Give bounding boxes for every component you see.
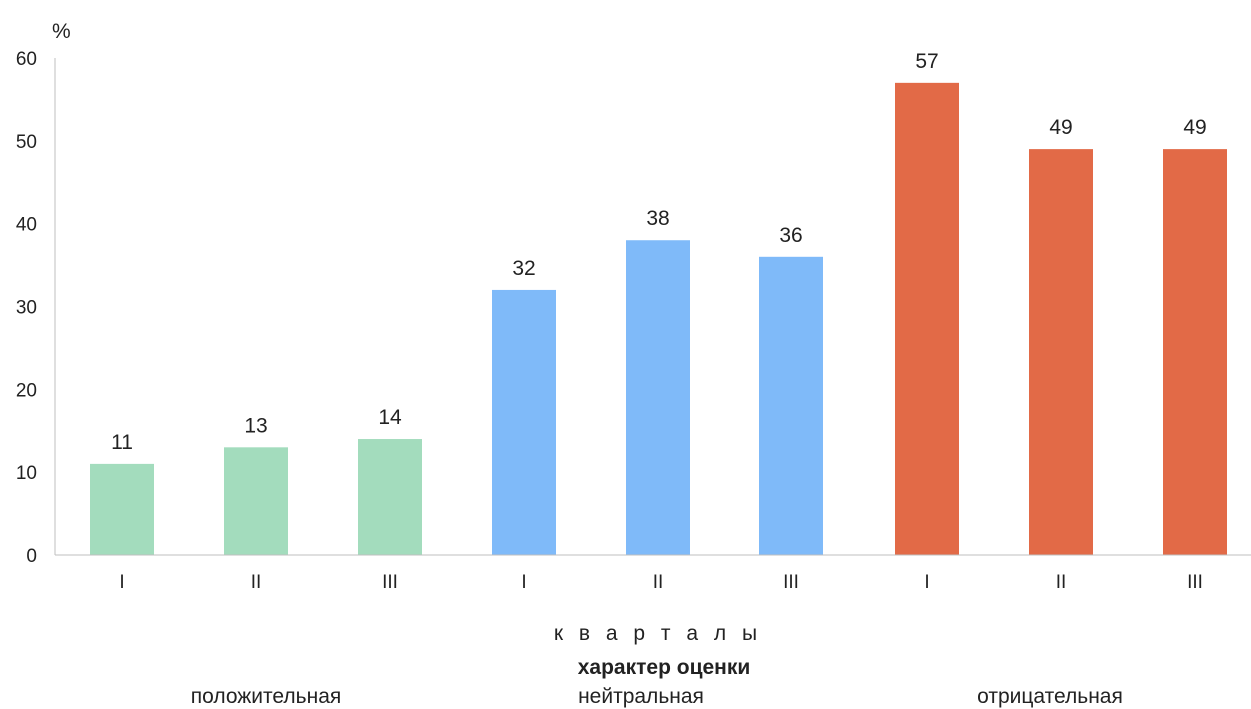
x-tick-label: II	[1056, 572, 1067, 593]
x-tick-label: II	[653, 572, 664, 593]
data-label: 32	[512, 257, 535, 280]
data-label: 36	[779, 224, 802, 247]
x-tick-label: I	[119, 572, 124, 593]
bars: 11 13 14 32 38 36 57 49 49	[90, 50, 1227, 555]
data-label: 13	[244, 414, 267, 437]
y-axis: 0 10 20 30 40 50 60	[16, 49, 56, 567]
data-label: 57	[915, 50, 938, 73]
legend-item-отрицательная: отрицательная	[977, 685, 1123, 708]
y-tick-label: 60	[16, 49, 37, 70]
x-tick-label: III	[382, 572, 398, 593]
legend-title: характер оценки	[578, 656, 751, 679]
x-tick-label: III	[1187, 572, 1203, 593]
data-label: 38	[646, 207, 669, 230]
bar-положительная-II	[224, 447, 288, 555]
x-tick-label: II	[251, 572, 262, 593]
bar-отрицательная-II	[1029, 149, 1093, 555]
y-tick-label: 40	[16, 215, 37, 236]
data-label: 49	[1183, 116, 1206, 139]
legend-item-положительная: положительная	[191, 685, 342, 708]
data-label: 14	[378, 406, 402, 429]
legend-item-нейтральная: нейтральная	[578, 685, 704, 708]
bar-нейтральная-I	[492, 289, 556, 555]
x-tick-label: I	[521, 572, 526, 593]
legend: положительная нейтральная отрицательная	[191, 685, 1123, 708]
data-label: 49	[1049, 116, 1072, 139]
y-tick-label: 30	[16, 298, 37, 319]
bar-нейтральная-II	[626, 240, 690, 555]
bar-отрицательная-III	[1163, 149, 1227, 555]
y-tick-label: 0	[26, 546, 37, 567]
x-tick-label: I	[924, 572, 929, 593]
data-label: 11	[111, 431, 133, 454]
y-tick-label: 10	[16, 463, 37, 484]
bar-положительная-III	[358, 439, 422, 555]
bar-положительная-I	[90, 463, 154, 555]
y-tick-label: 50	[16, 132, 37, 153]
x-tick-label: III	[783, 572, 799, 593]
bar-нейтральная-III	[759, 256, 823, 555]
y-unit-label: %	[52, 20, 71, 43]
bar-отрицательная-I	[895, 82, 959, 555]
x-axis: I II III I II III I II III	[55, 554, 1251, 593]
x-axis-title: к в а р т а л ы	[554, 622, 762, 645]
y-tick-label: 20	[16, 380, 37, 401]
